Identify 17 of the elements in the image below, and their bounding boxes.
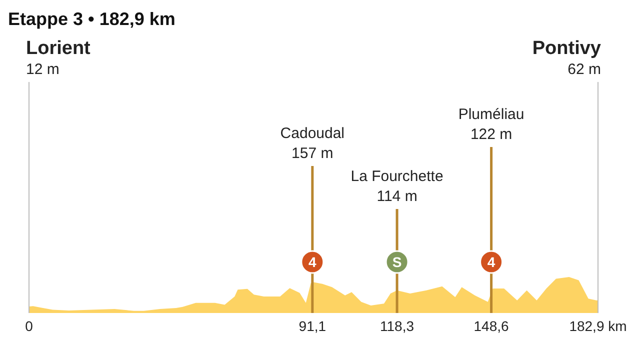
ref-line-label: Pontivy 62 m: [532, 38, 602, 78]
x-tick-label: 182,9 km: [569, 318, 627, 334]
ref-line-label: Cadoudal 157 m: [280, 125, 345, 162]
x-tick-label: 0: [25, 318, 34, 334]
x-tick-label: 148,6: [474, 318, 510, 334]
circle-badge: 4: [480, 250, 504, 274]
annotation: 4: [487, 254, 496, 270]
circle-badge: 4: [300, 250, 324, 274]
annotation: 4: [308, 254, 317, 270]
ref-line-label: La Fourchette 114 m: [350, 168, 444, 205]
x-tick-label: 118,3: [380, 318, 414, 334]
circle-badge: S: [385, 250, 409, 274]
ref-line-label: Pluméliau 122 m: [458, 106, 524, 143]
ref-line-label: Lorient 12 m: [26, 38, 92, 78]
chart-title: Etappe 3 • 182,9 km: [8, 8, 176, 31]
x-tick-label: 91,1: [298, 318, 326, 334]
annotation: S: [392, 254, 402, 270]
